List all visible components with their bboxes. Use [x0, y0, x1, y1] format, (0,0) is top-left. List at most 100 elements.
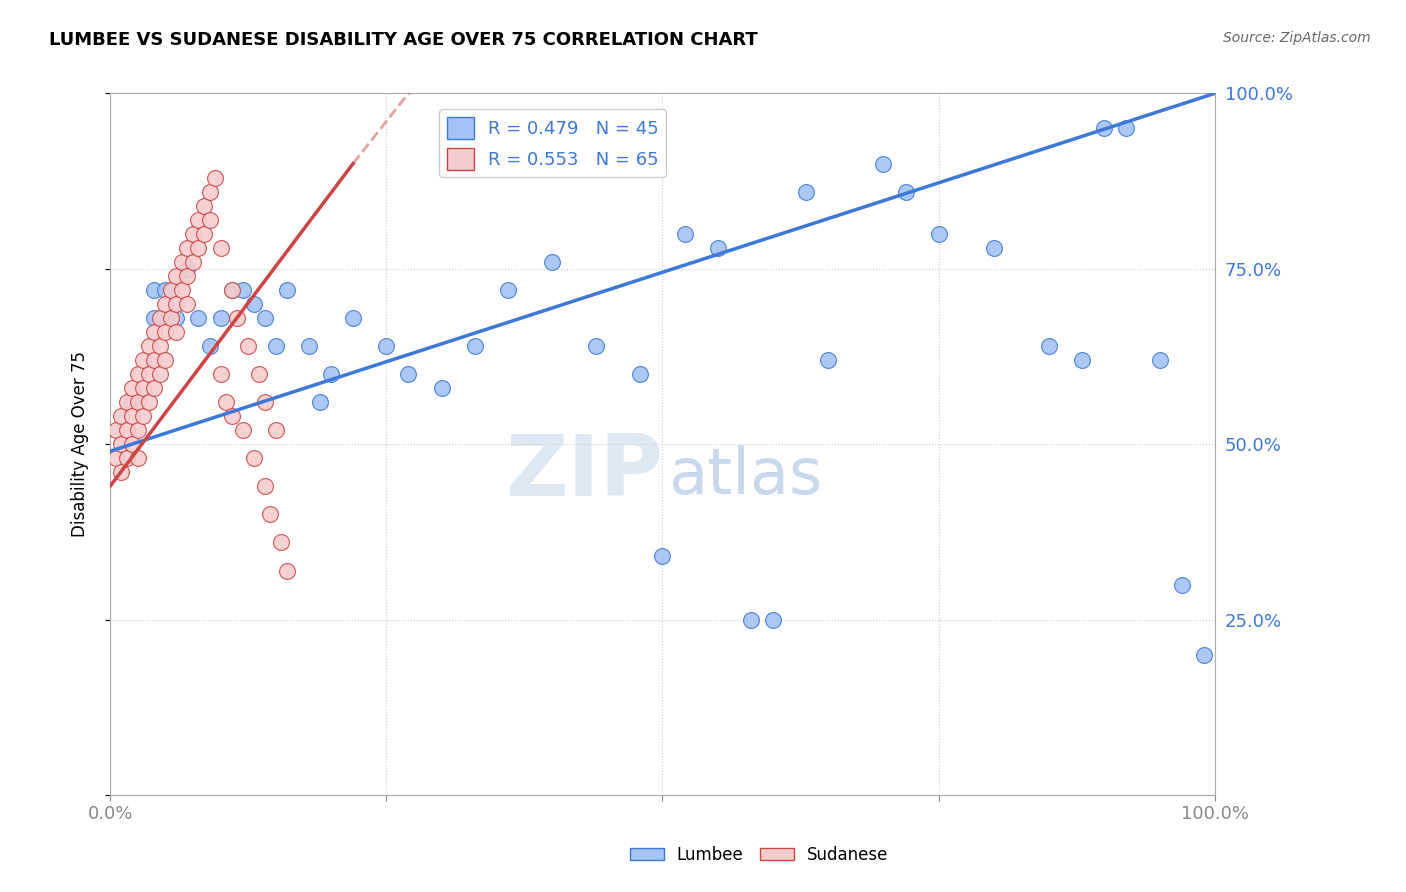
Point	[309, 395, 332, 409]
Point	[673, 227, 696, 241]
Point	[259, 508, 281, 522]
Point	[204, 170, 226, 185]
Point	[464, 339, 486, 353]
Point	[138, 395, 160, 409]
Point	[496, 283, 519, 297]
Point	[121, 395, 143, 409]
Point	[115, 451, 138, 466]
Point	[794, 185, 817, 199]
Point	[198, 339, 221, 353]
Point	[181, 227, 204, 241]
Point	[221, 283, 243, 297]
Point	[127, 367, 149, 381]
Point	[238, 339, 260, 353]
Point	[132, 381, 155, 395]
Text: ZIP: ZIP	[505, 431, 662, 514]
Point	[143, 353, 166, 368]
Point	[319, 367, 342, 381]
Point	[541, 254, 564, 268]
Point	[160, 310, 183, 325]
Point	[121, 409, 143, 424]
Legend: Lumbee, Sudanese: Lumbee, Sudanese	[623, 839, 896, 871]
Point	[143, 325, 166, 339]
Point	[221, 409, 243, 424]
Point	[176, 261, 198, 276]
Point	[104, 451, 127, 466]
Point	[127, 395, 149, 409]
Point	[176, 297, 198, 311]
Point	[143, 310, 166, 325]
Point	[740, 613, 762, 627]
Point	[264, 423, 287, 437]
Point	[209, 367, 232, 381]
Point	[983, 241, 1005, 255]
Point	[242, 451, 264, 466]
Point	[149, 339, 172, 353]
Point	[706, 241, 728, 255]
Point	[115, 395, 138, 409]
Point	[187, 241, 209, 255]
Point	[176, 268, 198, 283]
Point	[121, 437, 143, 451]
Point	[181, 254, 204, 268]
Point	[928, 227, 950, 241]
Point	[628, 367, 651, 381]
Point	[132, 409, 155, 424]
Point	[1092, 121, 1115, 136]
Point	[232, 283, 254, 297]
Point	[155, 297, 177, 311]
Point	[127, 451, 149, 466]
Point	[149, 367, 172, 381]
Point	[115, 423, 138, 437]
Point	[430, 381, 453, 395]
Point	[149, 310, 172, 325]
Point	[894, 185, 917, 199]
Point	[762, 613, 785, 627]
Point	[872, 156, 894, 170]
Point	[198, 212, 221, 227]
Point	[160, 283, 183, 297]
Point	[276, 283, 298, 297]
Point	[110, 437, 132, 451]
Legend: R = 0.479   N = 45, R = 0.553   N = 65: R = 0.479 N = 45, R = 0.553 N = 65	[440, 110, 666, 177]
Point	[215, 395, 238, 409]
Point	[165, 310, 187, 325]
Point	[193, 227, 215, 241]
Point	[198, 185, 221, 199]
Point	[247, 367, 270, 381]
Point	[104, 423, 127, 437]
Point	[165, 325, 187, 339]
Point	[375, 339, 398, 353]
Y-axis label: Disability Age Over 75: Disability Age Over 75	[72, 351, 89, 537]
Point	[143, 381, 166, 395]
Point	[585, 339, 607, 353]
Point	[209, 241, 232, 255]
Point	[253, 479, 276, 493]
Text: atlas: atlas	[668, 445, 823, 507]
Point	[165, 268, 187, 283]
Point	[817, 353, 839, 368]
Point	[132, 353, 155, 368]
Point	[110, 409, 132, 424]
Point	[138, 339, 160, 353]
Point	[143, 283, 166, 297]
Point	[270, 535, 292, 549]
Text: Source: ZipAtlas.com: Source: ZipAtlas.com	[1223, 31, 1371, 45]
Point	[1149, 353, 1171, 368]
Point	[187, 310, 209, 325]
Point	[1071, 353, 1094, 368]
Point	[232, 423, 254, 437]
Point	[170, 254, 193, 268]
Point	[1170, 577, 1192, 591]
Point	[209, 310, 232, 325]
Point	[170, 283, 193, 297]
Point	[1192, 648, 1215, 662]
Point	[242, 297, 264, 311]
Point	[396, 367, 419, 381]
Point	[651, 549, 673, 564]
Point	[226, 310, 249, 325]
Point	[1115, 121, 1137, 136]
Point	[110, 465, 132, 479]
Point	[264, 339, 287, 353]
Point	[155, 353, 177, 368]
